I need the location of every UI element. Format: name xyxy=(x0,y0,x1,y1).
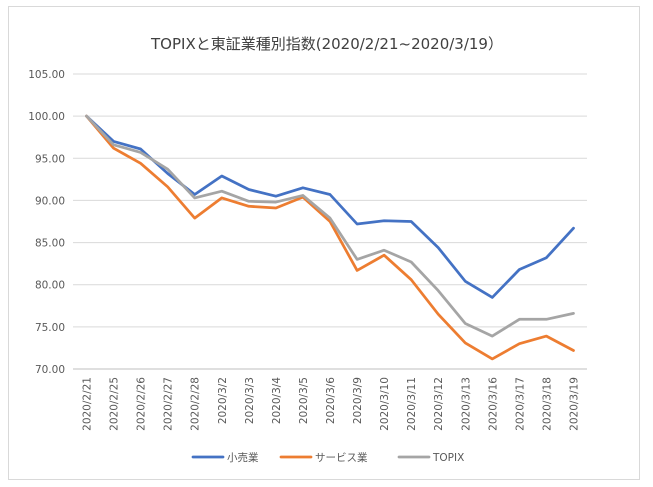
x-tick-label: 2020/2/21 xyxy=(82,377,94,431)
y-tick-label: 70.00 xyxy=(35,364,65,376)
legend-label: 小売業 xyxy=(227,451,259,464)
chart-title: TOPIXと東証業種別指数(2020/2/21~2020/3/19） xyxy=(150,35,503,53)
y-tick-label: 80.00 xyxy=(35,280,65,292)
gridlines xyxy=(73,73,587,370)
legend[interactable]: 小売業 サービス業 TOPIX xyxy=(191,451,464,464)
x-tick-label: 2020/3/13 xyxy=(460,377,472,431)
x-tick-label: 2020/3/16 xyxy=(487,377,499,431)
series-lines xyxy=(85,114,575,361)
y-axis: 105.00 100.00 95.00 90.00 85.00 80.00 75.00 70.… xyxy=(28,69,65,376)
legend-item-0[interactable]: 小売業 xyxy=(191,451,259,464)
x-tick-label: 2020/3/12 xyxy=(433,377,445,431)
x-tick-label: 2020/3/6 xyxy=(325,377,337,424)
x-tick-label: 2020/2/25 xyxy=(109,377,121,431)
y-tick-label: 100.00 xyxy=(28,111,65,123)
series-line-1 xyxy=(85,114,575,361)
x-tick-label: 2020/2/27 xyxy=(163,377,175,431)
x-tick-label: 2020/2/26 xyxy=(136,377,148,431)
series-line-0 xyxy=(85,114,575,299)
legend-item-2[interactable]: TOPIX xyxy=(397,452,464,464)
legend-item-1[interactable]: サービス業 xyxy=(279,451,368,464)
y-tick-label: 90.00 xyxy=(35,195,65,207)
x-tick-label: 2020/3/10 xyxy=(379,377,391,431)
x-tick-label: 2020/3/9 xyxy=(352,377,364,424)
legend-label: サービス業 xyxy=(315,451,368,464)
x-tick-label: 2020/3/2 xyxy=(217,377,229,424)
x-tick-label: 2020/3/18 xyxy=(541,377,553,431)
x-tick-label: 2020/3/4 xyxy=(271,377,283,424)
legend-label: TOPIX xyxy=(432,452,464,464)
chart-svg: TOPIXと東証業種別指数(2020/2/21~2020/3/19） 105.0… xyxy=(28,35,587,464)
x-axis: 2020/2/21 2020/2/25 2020/2/26 2020/2/27 2020… xyxy=(82,377,581,431)
x-tick-label: 2020/3/11 xyxy=(406,377,418,431)
y-tick-label: 105.00 xyxy=(28,69,65,81)
y-tick-label: 85.00 xyxy=(35,238,65,250)
x-tick-label: 2020/2/28 xyxy=(190,377,202,431)
x-tick-label: 2020/3/19 xyxy=(568,377,580,431)
y-tick-label: 75.00 xyxy=(35,322,65,334)
series-line-2 xyxy=(85,114,575,338)
y-tick-label: 95.00 xyxy=(35,153,65,165)
x-tick-label: 2020/3/3 xyxy=(244,377,256,424)
x-tick-label: 2020/3/17 xyxy=(514,377,526,431)
x-tick-label: 2020/3/5 xyxy=(298,377,310,424)
chart-container: TOPIXと東証業種別指数(2020/2/21~2020/3/19） 105.0… xyxy=(8,6,640,480)
